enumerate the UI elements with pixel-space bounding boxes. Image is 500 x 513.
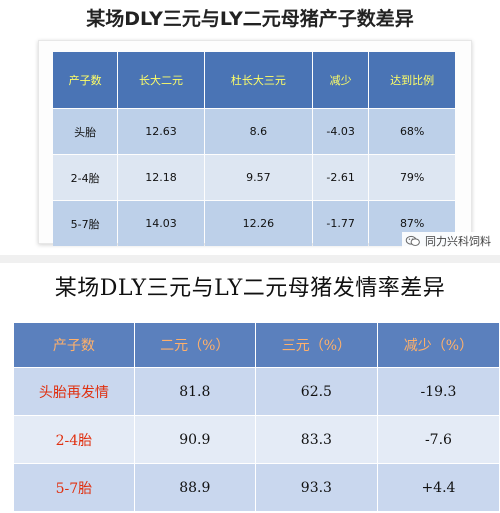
table-row: 2-4胎 90.9 83.3 -7.6: [14, 415, 500, 464]
row-label: 头胎: [53, 109, 118, 154]
table-cell: 79%: [369, 155, 455, 200]
column-header: 杜长大三元: [204, 52, 312, 108]
column-header: 二元（%）: [134, 323, 256, 368]
table-cell: 81.8: [134, 367, 256, 416]
table-cell: 12.63: [118, 109, 204, 154]
row-label: 头胎再发情: [14, 367, 135, 416]
section-divider: [0, 255, 500, 263]
table-cell: -7.6: [377, 415, 500, 464]
fertility-table-title: 某场DLY三元与LY二元母猪产子数差异: [86, 8, 414, 30]
wechat-icon: [405, 235, 420, 246]
table-row: 5-7胎 88.9 93.3 +4.4: [14, 463, 500, 512]
column-header: 达到比例: [369, 52, 455, 108]
table-cell: 88.9: [134, 463, 256, 512]
table-header-row: 产子数 二元（%） 三元（%） 减少（%）: [14, 323, 500, 368]
table-cell: 14.03: [118, 201, 204, 246]
table-cell: 9.57: [204, 155, 312, 200]
estrus-rate-table: 产子数 二元（%） 三元（%） 减少（%） 头胎再发情 81.8 62.5 -1…: [14, 323, 500, 512]
estrus-table-title: 某场DLY三元与LY二元母猪发情率差异: [54, 276, 446, 301]
table-cell: -19.3: [377, 367, 500, 416]
column-header: 产子数: [14, 323, 135, 368]
litter-size-card: 产子数 长大二元 杜长大三元 减少 达到比例 头胎 12.63 8.6 -4.0…: [38, 40, 472, 247]
row-label: 5-7胎: [14, 463, 135, 512]
column-header: 产子数: [53, 52, 118, 108]
table-row: 头胎 12.63 8.6 -4.03 68%: [53, 109, 455, 154]
column-header: 三元（%）: [255, 323, 378, 368]
column-header: 减少: [312, 52, 369, 108]
column-header: 长大二元: [118, 52, 204, 108]
table-cell: 62.5: [255, 367, 378, 416]
table-cell: -1.77: [312, 201, 369, 246]
row-label: 2-4胎: [53, 155, 118, 200]
table-cell: 90.9: [134, 415, 256, 464]
table-cell: 12.18: [118, 155, 204, 200]
table-row: 头胎再发情 81.8 62.5 -19.3: [14, 367, 500, 416]
table-cell: 12.26: [204, 201, 312, 246]
table-cell: 83.3: [255, 415, 378, 464]
row-label: 2-4胎: [14, 415, 135, 464]
table-cell: 93.3: [255, 463, 378, 512]
table-cell: -4.03: [312, 109, 369, 154]
litter-size-table: 产子数 长大二元 杜长大三元 减少 达到比例 头胎 12.63 8.6 -4.0…: [52, 51, 456, 247]
table-row: 2-4胎 12.18 9.57 -2.61 79%: [53, 155, 455, 200]
row-label: 5-7胎: [53, 201, 118, 246]
table-cell: +4.4: [377, 463, 500, 512]
table-cell: -2.61: [312, 155, 369, 200]
table-cell: 68%: [369, 109, 455, 154]
table-header-row: 产子数 长大二元 杜长大三元 减少 达到比例: [53, 52, 455, 108]
source-watermark: 同力兴科饲料: [402, 232, 494, 250]
table-row: 5-7胎 14.03 12.26 -1.77 87%: [53, 201, 455, 246]
column-header: 减少（%）: [377, 323, 500, 368]
watermark-text: 同力兴科饲料: [425, 235, 491, 248]
table-cell: 8.6: [204, 109, 312, 154]
